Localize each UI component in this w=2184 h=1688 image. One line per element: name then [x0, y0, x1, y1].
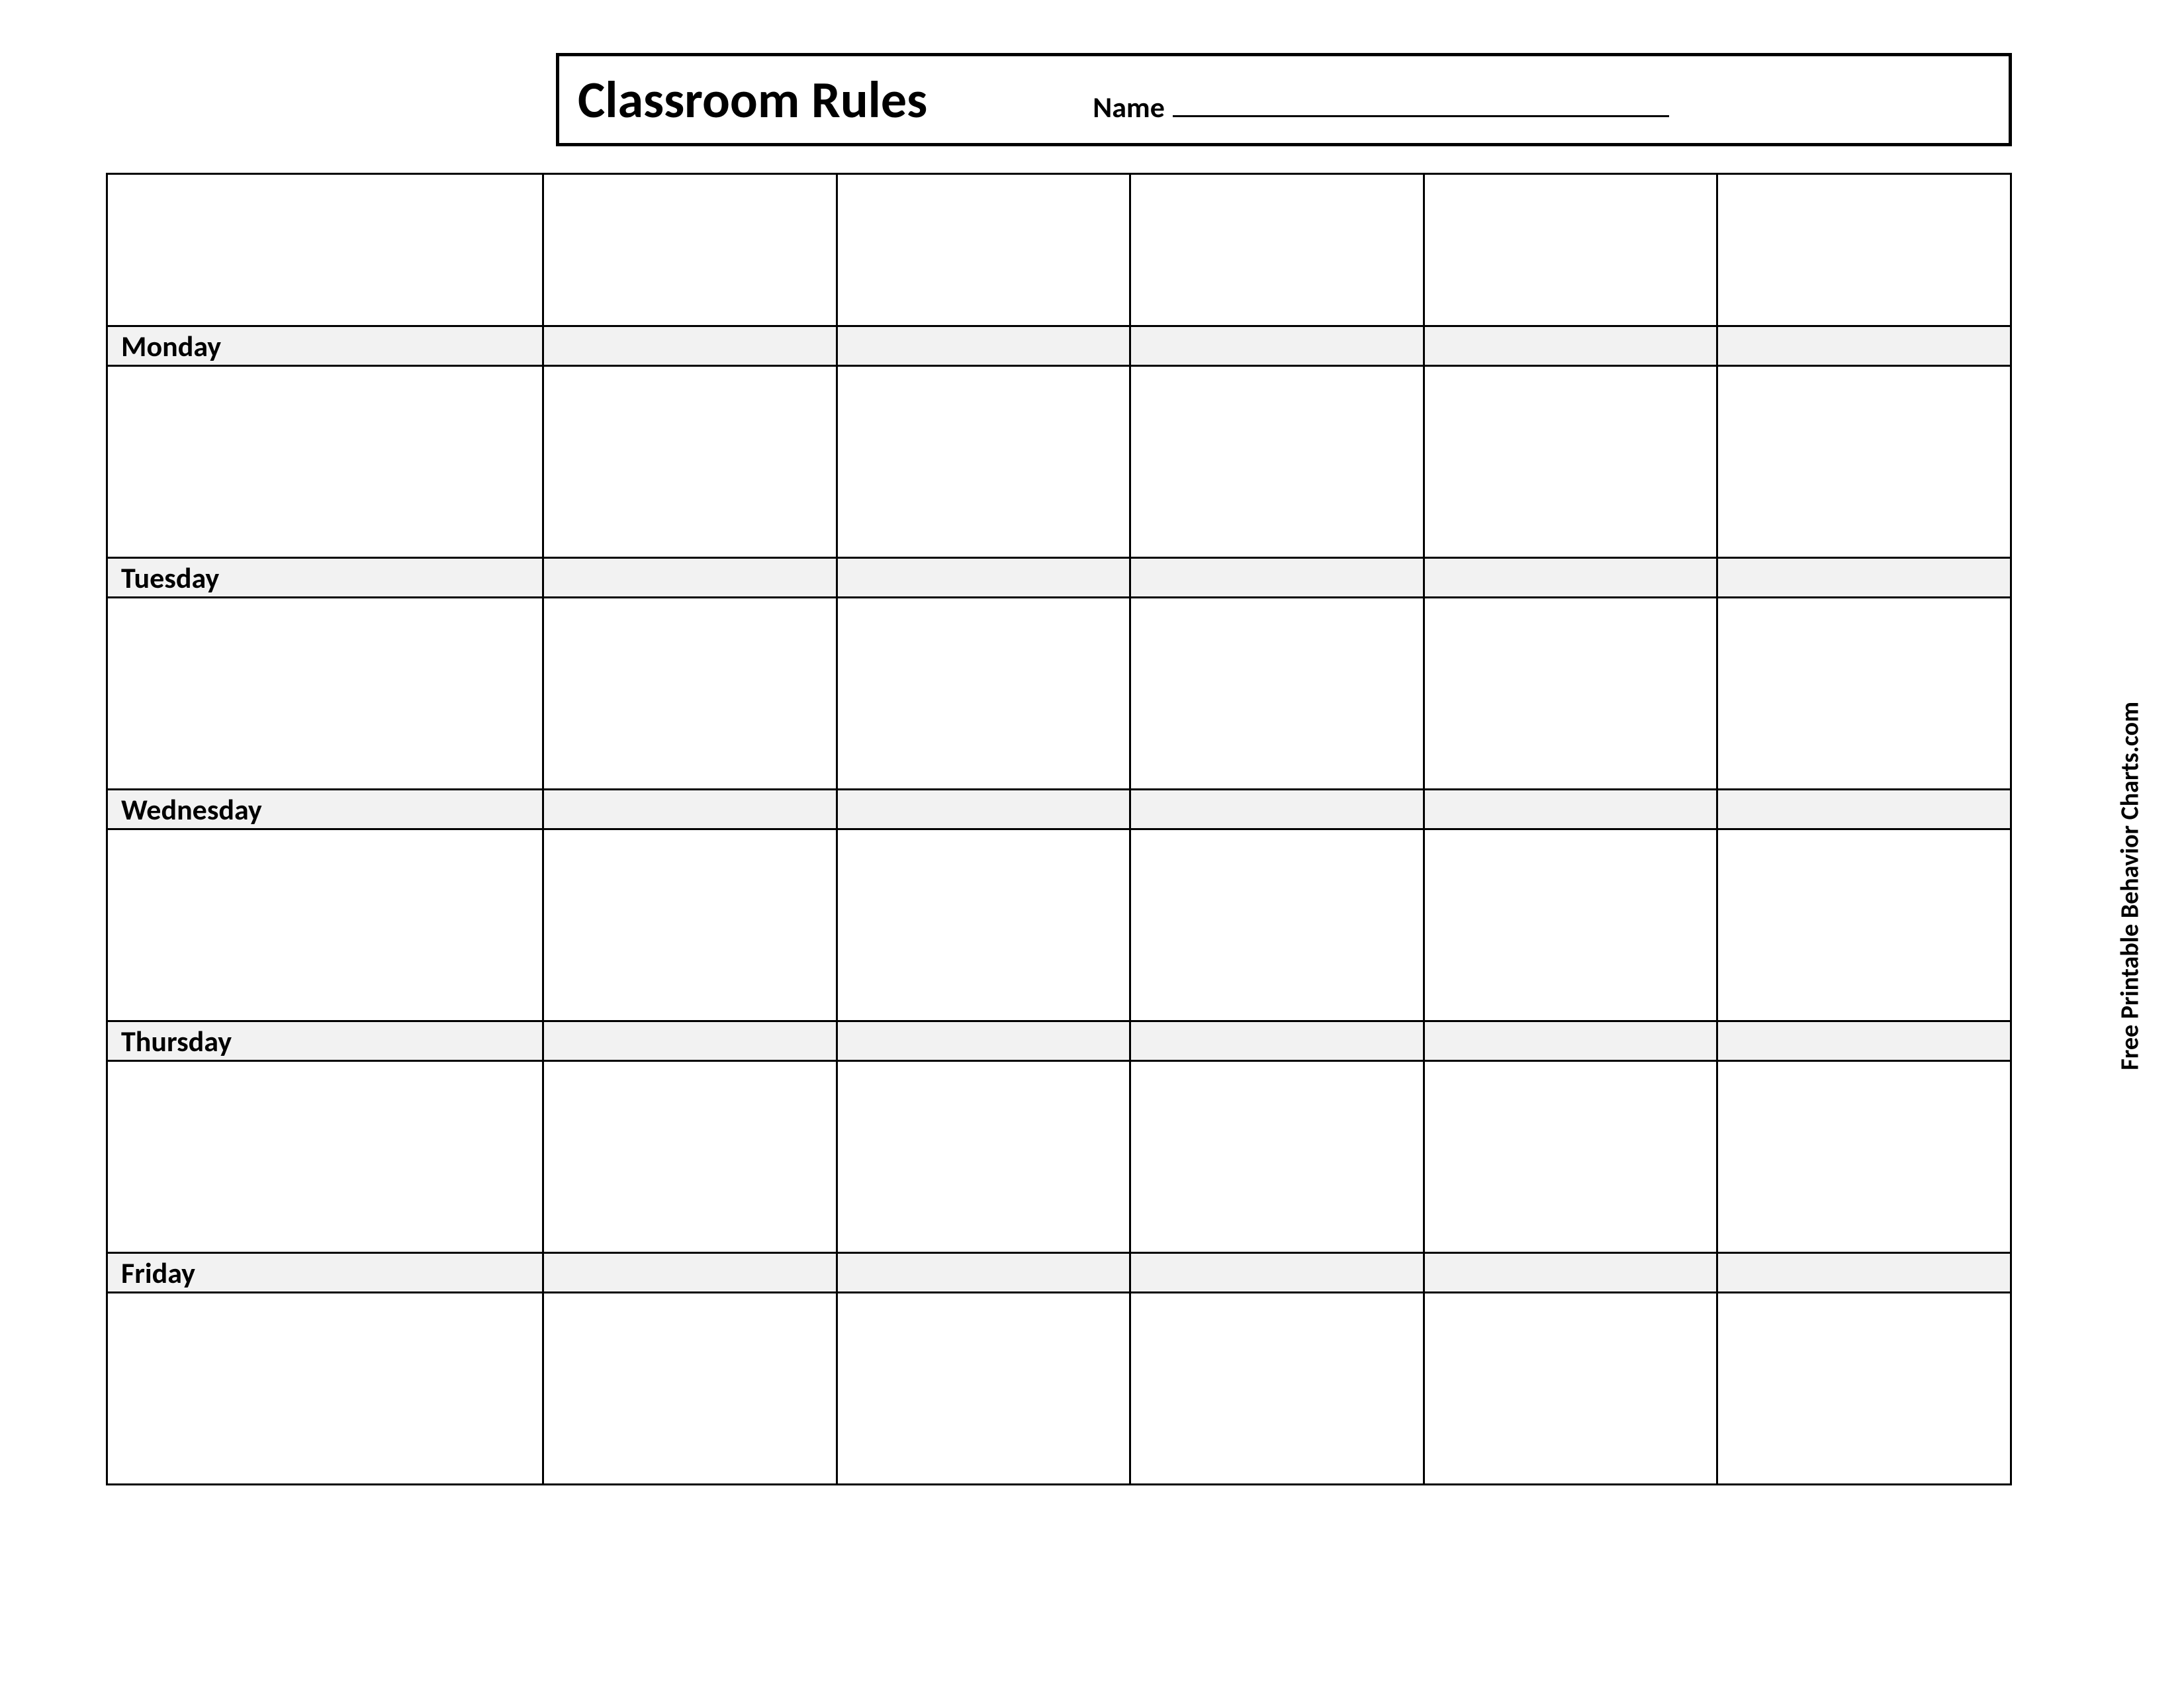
day-content-cell[interactable] — [107, 1293, 543, 1485]
day-content-cell[interactable] — [1130, 829, 1424, 1021]
day-rule-cell[interactable] — [1717, 1021, 2011, 1061]
day-rule-cell[interactable] — [1130, 1021, 1424, 1061]
day-rule-cell[interactable] — [543, 1021, 837, 1061]
day-rule-cell[interactable] — [1130, 326, 1424, 366]
day-content-row — [107, 1061, 2011, 1253]
title-box: Classroom Rules Name — [556, 53, 2012, 146]
day-content-cell[interactable] — [837, 598, 1130, 790]
day-rule-cell[interactable] — [837, 558, 1130, 598]
day-label-row: Thursday — [107, 1021, 2011, 1061]
day-label-cell: Wednesday — [107, 790, 543, 829]
day-content-cell[interactable] — [1424, 366, 1717, 558]
day-rule-cell[interactable] — [1424, 790, 1717, 829]
day-label-row: Tuesday — [107, 558, 2011, 598]
day-rule-cell[interactable] — [1717, 1253, 2011, 1293]
day-content-row — [107, 1293, 2011, 1485]
document-title: Classroom Rules — [578, 68, 927, 131]
day-label-row: Monday — [107, 326, 2011, 366]
day-rule-cell[interactable] — [1717, 558, 2011, 598]
day-rule-cell[interactable] — [1424, 1253, 1717, 1293]
footer-credit: Free Printable Behavior Charts.com — [2115, 702, 2146, 1070]
day-label-row: Wednesday — [107, 790, 2011, 829]
corner-cell — [107, 174, 543, 326]
classroom-rules-table: Monday Tuesday — [106, 173, 2012, 1485]
day-rule-cell[interactable] — [543, 558, 837, 598]
day-rule-cell[interactable] — [837, 1021, 1130, 1061]
day-content-cell[interactable] — [837, 1061, 1130, 1253]
day-rule-cell[interactable] — [837, 1253, 1130, 1293]
day-rule-cell[interactable] — [1130, 1253, 1424, 1293]
day-rule-cell[interactable] — [1717, 326, 2011, 366]
day-rule-cell[interactable] — [1130, 790, 1424, 829]
rule-header-cell[interactable] — [1424, 174, 1717, 326]
day-content-cell[interactable] — [1130, 1293, 1424, 1485]
day-content-cell[interactable] — [543, 366, 837, 558]
day-content-cell[interactable] — [1424, 829, 1717, 1021]
day-label-cell: Monday — [107, 326, 543, 366]
day-content-cell[interactable] — [543, 1061, 837, 1253]
rule-header-cell[interactable] — [1717, 174, 2011, 326]
day-content-cell[interactable] — [543, 1293, 837, 1485]
day-rule-cell[interactable] — [1130, 558, 1424, 598]
day-label-cell: Thursday — [107, 1021, 543, 1061]
name-label: Name — [1093, 89, 1165, 125]
day-content-cell[interactable] — [1130, 366, 1424, 558]
table-body: Monday Tuesday — [107, 174, 2011, 1485]
day-content-cell[interactable] — [1717, 1061, 2011, 1253]
name-input-line[interactable] — [1173, 95, 1669, 117]
rules-header-row — [107, 174, 2011, 326]
day-rule-cell[interactable] — [1717, 790, 2011, 829]
rule-header-cell[interactable] — [837, 174, 1130, 326]
day-content-cell[interactable] — [107, 366, 543, 558]
day-content-row — [107, 366, 2011, 558]
day-content-cell[interactable] — [1424, 598, 1717, 790]
day-content-cell[interactable] — [837, 829, 1130, 1021]
day-content-row — [107, 829, 2011, 1021]
day-content-cell[interactable] — [543, 829, 837, 1021]
day-content-cell[interactable] — [837, 1293, 1130, 1485]
day-content-cell[interactable] — [1717, 829, 2011, 1021]
day-content-cell[interactable] — [543, 598, 837, 790]
day-rule-cell[interactable] — [543, 1253, 837, 1293]
day-label-cell: Tuesday — [107, 558, 543, 598]
day-rule-cell[interactable] — [1424, 558, 1717, 598]
rule-header-cell[interactable] — [1130, 174, 1424, 326]
day-rule-cell[interactable] — [543, 790, 837, 829]
day-rule-cell[interactable] — [1424, 1021, 1717, 1061]
day-rule-cell[interactable] — [837, 790, 1130, 829]
day-content-cell[interactable] — [1424, 1061, 1717, 1253]
day-content-cell[interactable] — [1717, 366, 2011, 558]
day-content-cell[interactable] — [1424, 1293, 1717, 1485]
day-content-cell[interactable] — [1130, 598, 1424, 790]
day-content-cell[interactable] — [107, 1061, 543, 1253]
day-content-cell[interactable] — [1717, 1293, 2011, 1485]
day-label-row: Friday — [107, 1253, 2011, 1293]
day-content-cell[interactable] — [837, 366, 1130, 558]
day-label-cell: Friday — [107, 1253, 543, 1293]
day-rule-cell[interactable] — [543, 326, 837, 366]
day-content-cell[interactable] — [107, 598, 543, 790]
day-rule-cell[interactable] — [1424, 326, 1717, 366]
day-content-row — [107, 598, 2011, 790]
day-content-cell[interactable] — [107, 829, 543, 1021]
day-content-cell[interactable] — [1130, 1061, 1424, 1253]
day-rule-cell[interactable] — [837, 326, 1130, 366]
page-container: Classroom Rules Name Monday — [106, 53, 2065, 1485]
rule-header-cell[interactable] — [543, 174, 837, 326]
day-content-cell[interactable] — [1717, 598, 2011, 790]
